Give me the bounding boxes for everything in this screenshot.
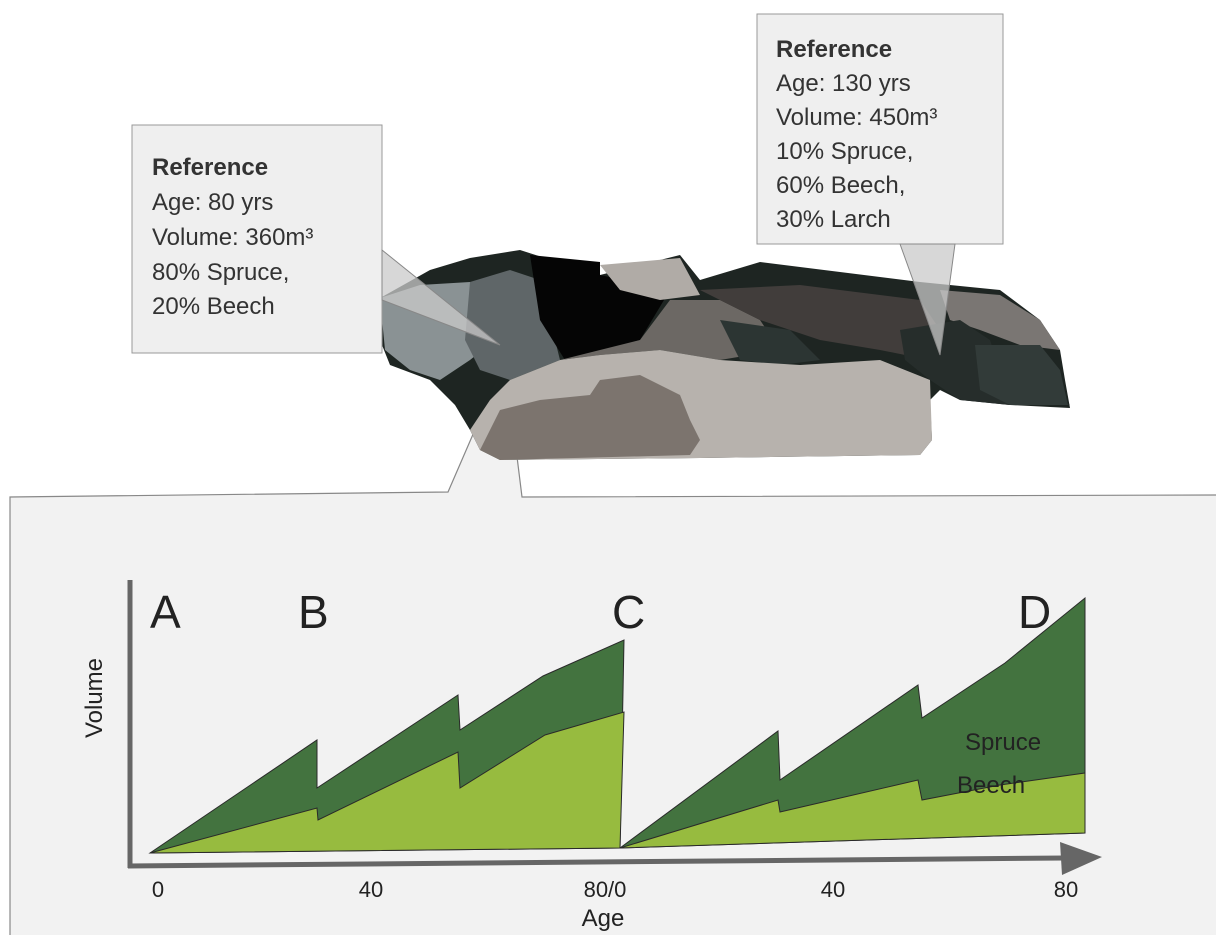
x-axis — [127, 855, 1066, 869]
callout-line: 10% Spruce, — [776, 138, 913, 165]
x-axis-arrow — [1060, 842, 1102, 875]
y-axis-label: Volume — [81, 658, 108, 738]
x-tick-label: 0 — [152, 877, 164, 902]
callout-pointer — [899, 243, 956, 356]
callout-line: 20% Beech — [152, 293, 275, 320]
callout-box — [756, 13, 1004, 245]
x-tick-label: 40 — [821, 877, 845, 902]
callout-pointer — [381, 248, 501, 346]
stage-label: B — [298, 586, 329, 638]
callout-line: 60% Beech, — [776, 172, 905, 199]
x-axis-label: Age — [582, 905, 625, 932]
callout-line: 80% Spruce, — [152, 259, 289, 286]
series-label: Spruce — [965, 729, 1041, 756]
callout-line: Volume: 450m³ — [776, 104, 937, 131]
callout-title: Reference — [776, 36, 892, 63]
x-tick-label: 40 — [359, 877, 383, 902]
callout-line: Age: 80 yrs — [152, 189, 273, 216]
stage-label: D — [1018, 586, 1051, 638]
stage-label: C — [612, 586, 645, 638]
callout-line: Volume: 360m³ — [152, 224, 313, 251]
stage-label: A — [150, 586, 181, 638]
callout-box — [131, 124, 383, 354]
callout-line: 30% Larch — [776, 206, 891, 233]
callout-title: Reference — [152, 154, 268, 181]
x-tick-label: 80/0 — [584, 877, 627, 902]
x-tick-label: 80 — [1054, 877, 1078, 902]
series-label: Beech — [957, 772, 1025, 799]
forest-map — [378, 250, 1070, 460]
growth-areas — [148, 596, 1086, 854]
callout-line: Age: 130 yrs — [776, 70, 911, 97]
